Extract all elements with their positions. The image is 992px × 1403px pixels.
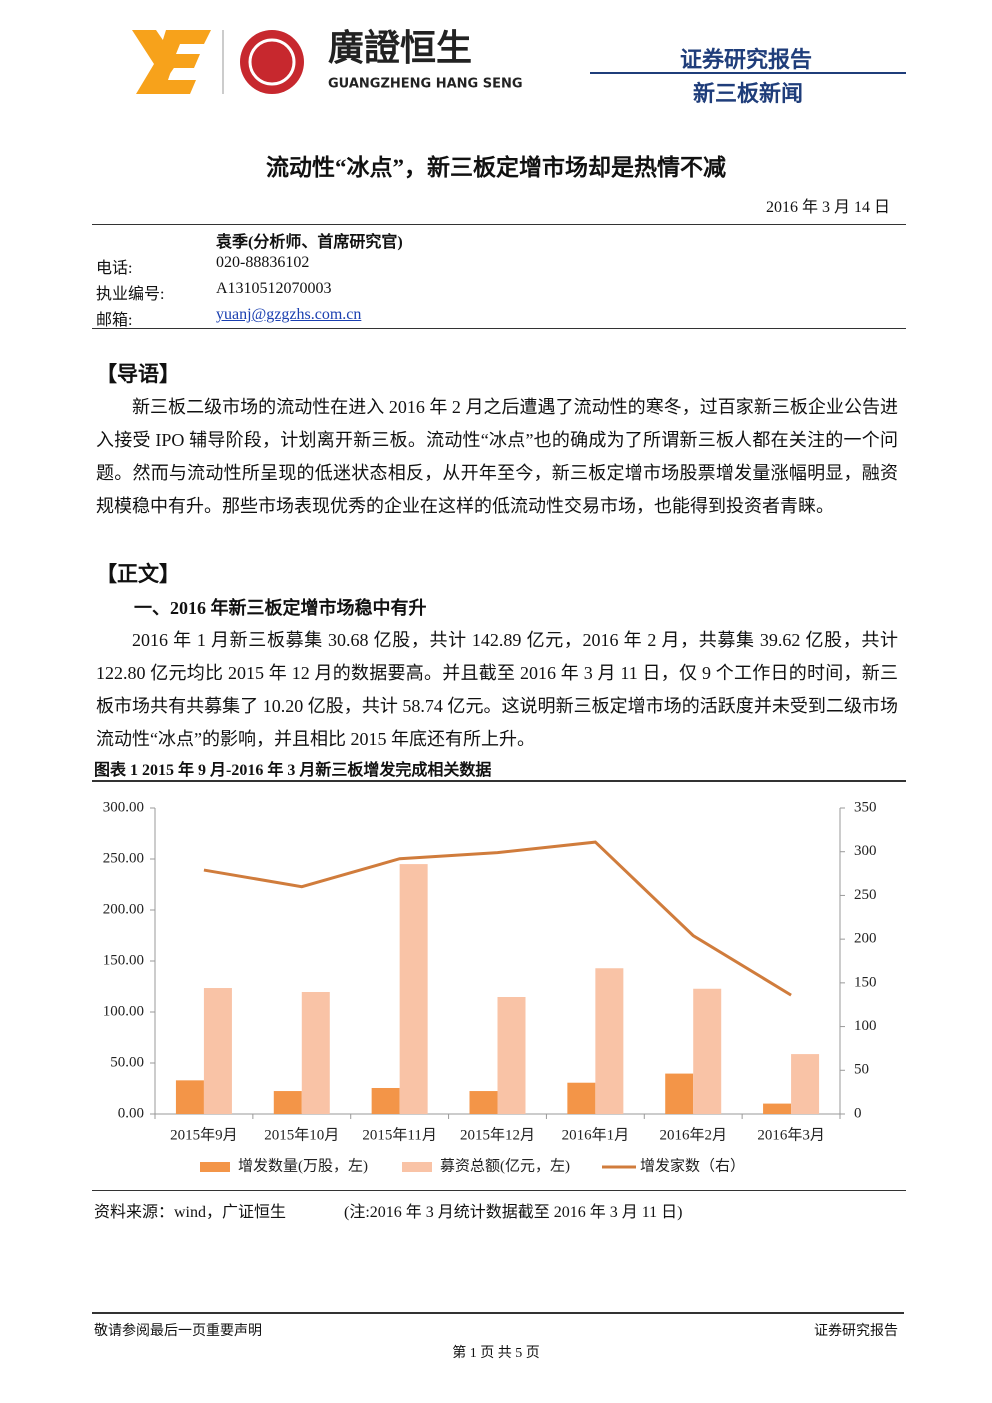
date: 2016 年 3 月 14 日 [765,199,890,216]
email-link[interactable]: yuanj@gzgzhs.com.cn [216,306,362,323]
rule [92,1312,904,1314]
y2-tick-label: 200 [854,931,877,947]
bar [567,1082,596,1114]
y-tick-label: 200.00 [103,901,144,917]
y-tick-label: 100.00 [103,1003,144,1019]
bar [301,992,330,1114]
y-tick-label: 250.00 [103,850,144,866]
info-label: 邮箱: [96,312,133,329]
paragraph: 2016 年 1 月新三板募集 30.68 亿股，共计 142.89 亿元，20… [96,630,898,749]
bar [693,988,722,1114]
note: (注:2016 年 3 月统计数据截至 2016 年 3 月 11 日) [344,1204,683,1221]
bar [273,1091,302,1114]
bar [791,1054,820,1114]
section-heading: 【正文】 [96,562,180,586]
bar [497,997,526,1114]
chart: 0.00 50.00 100.00 150.00 200.00 250.00 300.00 0… [103,799,877,1174]
y2-tick-label: 50 [854,1062,869,1078]
disclaimer: 敬请参阅最后一页重要声明 [94,1324,262,1339]
info-value: 020-88836102 [216,254,310,271]
x-tick-label: 2016年3月 [757,1126,825,1143]
rule [92,780,906,782]
x-tick-label: 2015年12月 [460,1126,535,1143]
x-tick-label: 2015年11月 [362,1126,436,1143]
legend-swatch [200,1162,230,1172]
y2-tick-label: 300 [854,843,877,859]
logo-name: 廣證恒生 [328,27,472,69]
rule [92,1190,906,1191]
y-tick-label: 0.00 [118,1105,144,1121]
bar [399,864,428,1114]
info-label: 执业编号: [96,286,165,303]
header-rule [590,72,906,74]
subheading: 一、2016 年新三板定增市场稳中有升 [134,598,427,618]
column: 新三板新闻 [693,82,804,107]
footer-report-type: 证券研究报告 [814,1324,898,1339]
bar [203,988,232,1114]
rule [92,328,906,329]
legend-label: 增发家数（右） [640,1157,745,1174]
rule [92,224,906,225]
x-tick-label: 2016年2月 [659,1126,727,1143]
bar [469,1091,498,1114]
y-tick-label: 150.00 [103,952,144,968]
info-label: 电话: [96,260,133,277]
logo-mark [146,30,211,94]
logo-emblem [248,38,296,86]
x-tick-label: 2015年10月 [264,1126,339,1143]
page-number: 第 1 页 共 5 页 [452,1346,540,1361]
logo-name-en: GUANGZHENG HANG SENG [328,77,523,92]
line-series [203,840,792,997]
y-tick-label: 300.00 [103,799,144,815]
y-tick-label: 50.00 [110,1054,144,1070]
y2-tick-label: 100 [854,1018,877,1034]
figure-caption: 图表 1 2015 年 9 月-2016 年 3 月新三板增发完成相关数据 [94,762,492,779]
legend-swatch [402,1162,432,1172]
y2-tick-label: 150 [854,974,877,990]
report-type: 证券研究报告 [680,48,813,73]
legend-label: 增发数量(万股，左) [238,1157,368,1174]
logo: 廣證恒生 GUANGZHENG HANG SENG [100,27,523,94]
legend-label: 募资总额(亿元，左) [440,1157,570,1174]
bar [595,968,624,1114]
y2-tick-label: 350 [854,799,877,815]
paragraph: 新三板二级市场的流动性在进入 2016 年 2 月之后遭遇了流动性的寒冬，过百家… [96,397,898,516]
y2-tick-label: 250 [854,887,877,903]
section-heading: 【导语】 [96,362,180,386]
x-tick-label: 2016年1月 [562,1126,630,1143]
y2-tick-label: 0 [854,1105,862,1121]
bar [175,1080,204,1114]
bar [371,1087,400,1114]
x-tick-label: 2015年9月 [170,1126,238,1143]
info-value: A1310512070003 [216,280,332,297]
author-name: 袁季(分析师、首席研究官) [216,234,403,251]
title: 流动性“冰点”，新三板定增市场却是热情不减 [266,155,726,180]
bar [763,1103,792,1114]
bar [665,1073,694,1114]
source: 资料来源：wind，广证恒生 [94,1204,287,1221]
